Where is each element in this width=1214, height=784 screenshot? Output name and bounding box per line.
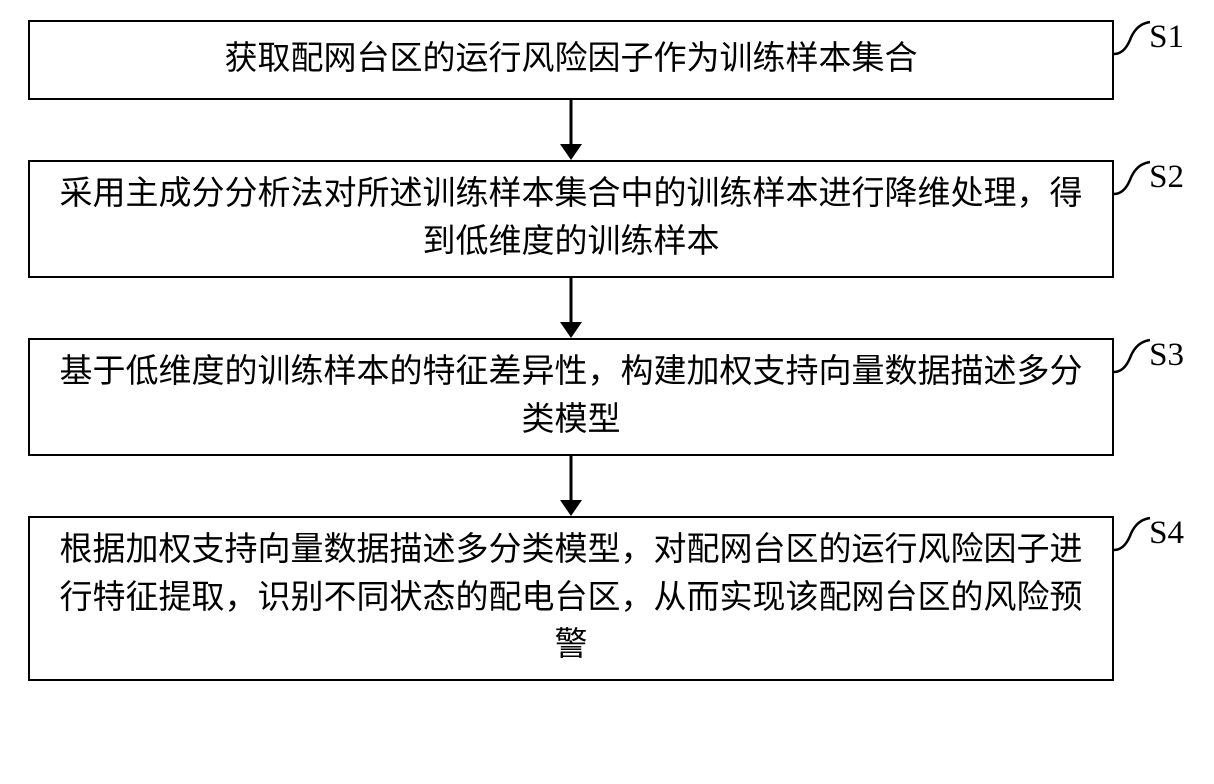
flow-step-text: 根据加权支持向量数据描述多分类模型，对配网台区的运行风险因子进行特征提取，识别不…: [48, 527, 1094, 671]
arrow-down-icon: [556, 456, 586, 516]
flow-arrow: [28, 456, 1114, 516]
flow-step-text: 基于低维度的训练样本的特征差异性，构建加权支持向量数据描述多分类模型: [48, 349, 1094, 445]
step-label-s1: S1: [1112, 16, 1184, 66]
arrow-down-icon: [556, 100, 586, 160]
arrow-down-icon: [556, 278, 586, 338]
label-connector-curve: [1112, 334, 1154, 378]
label-connector-curve: [1112, 156, 1154, 200]
flow-arrow: [28, 278, 1114, 338]
flow-step-text: 获取配网台区的运行风险因子作为训练样本集合: [225, 36, 918, 84]
step-label-text: S3: [1149, 332, 1184, 380]
step-label-s3: S3: [1112, 334, 1184, 384]
flow-step-s4: 根据加权支持向量数据描述多分类模型，对配网台区的运行风险因子进行特征提取，识别不…: [28, 516, 1114, 681]
label-connector-curve: [1112, 512, 1154, 556]
label-connector-curve: [1112, 16, 1154, 60]
flow-step-s3: 基于低维度的训练样本的特征差异性，构建加权支持向量数据描述多分类模型 S3: [28, 338, 1114, 456]
step-label-s2: S2: [1112, 156, 1184, 206]
flow-step-s1: 获取配网台区的运行风险因子作为训练样本集合 S1: [28, 20, 1114, 100]
flow-step-text: 采用主成分分析法对所述训练样本集合中的训练样本进行降维处理，得到低维度的训练样本: [48, 171, 1094, 267]
step-label-s4: S4: [1112, 512, 1184, 562]
flow-arrow: [28, 100, 1114, 160]
step-label-text: S2: [1149, 154, 1184, 202]
step-label-text: S4: [1149, 510, 1184, 558]
step-label-text: S1: [1149, 14, 1184, 62]
flowchart-container: 获取配网台区的运行风险因子作为训练样本集合 S1 采用主成分分析法对所述训练样本…: [28, 20, 1186, 681]
flow-step-s2: 采用主成分分析法对所述训练样本集合中的训练样本进行降维处理，得到低维度的训练样本…: [28, 160, 1114, 278]
